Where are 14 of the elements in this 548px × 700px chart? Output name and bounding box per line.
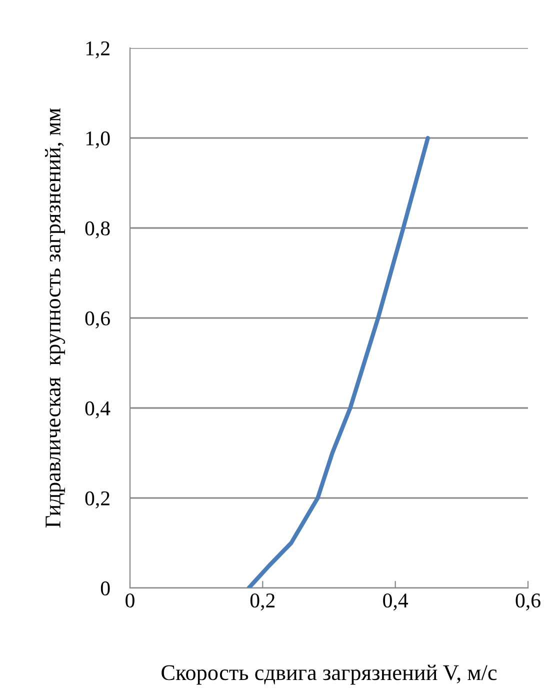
x-tick-label: 0,2 [250,593,275,611]
x-tick-label: 0,6 [516,593,540,611]
y-tick-label: 0,4 [85,401,110,418]
y-tick-label: 0 [100,581,110,596]
y-tick-label: 0,8 [85,221,110,238]
y-tick-label: 1,0 [86,131,110,148]
x-tick-label: 0 [126,593,134,608]
y-axis-title: Гидравлическая крупность загрязнений, мм [45,108,66,528]
line-series [246,136,430,588]
y-tick-label: 0,6 [85,311,110,328]
y-tick-label: 1,2 [86,41,110,58]
x-tick-label: 0,4 [383,593,408,611]
y-tick-label: 0,2 [85,491,110,508]
x-axis-title: Скорость сдвига загрязнений V, м/с [162,664,497,685]
